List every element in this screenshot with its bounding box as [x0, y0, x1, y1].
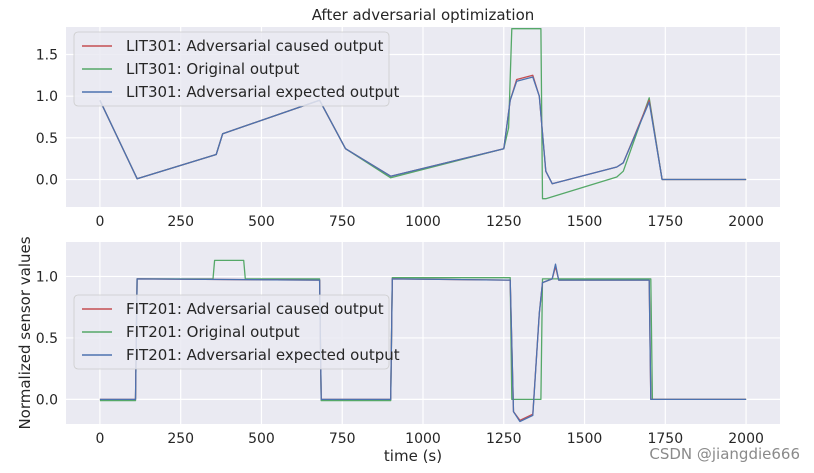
y-tick-label: 0.0 [36, 392, 58, 408]
y-axis-label: Normalized sensor values [16, 236, 34, 429]
legend-box [73, 31, 390, 107]
x-tick-label: 0 [95, 431, 104, 447]
y-tick-label: 1.0 [36, 89, 58, 105]
y-tick-label: 1.5 [36, 48, 58, 64]
legend-box [73, 294, 390, 370]
x-tick-label: 750 [329, 431, 356, 447]
x-tick-label: 2000 [728, 214, 764, 230]
y-tick-label: 0.5 [36, 331, 58, 347]
x-tick-label: 0 [95, 214, 104, 230]
legend-label: FIT201: Adversarial expected output [126, 346, 400, 364]
y-tick-label: 0.0 [36, 173, 58, 189]
chart-title: After adversarial optimization [312, 6, 535, 24]
legend-label: FIT201: Adversarial caused output [126, 300, 384, 318]
x-tick-label: 500 [248, 431, 275, 447]
legend: LIT301: Adversarial caused output LIT301:… [73, 31, 399, 107]
legend-label: LIT301: Adversarial caused output [126, 37, 384, 55]
x-tick-label: 250 [167, 214, 194, 230]
legend-label: LIT301: Original output [126, 60, 299, 78]
x-tick-label: 1250 [486, 214, 522, 230]
x-axis-label: time (s) [384, 447, 442, 465]
legend-label: FIT201: Original output [126, 323, 300, 341]
x-tick-label: 1250 [486, 431, 522, 447]
x-tick-label: 1000 [405, 214, 441, 230]
x-tick-label: 1750 [647, 431, 683, 447]
x-tick-label: 2000 [728, 431, 764, 447]
series-line-3 [99, 76, 747, 185]
x-tick-label: 250 [167, 431, 194, 447]
y-tick-label: 0.5 [36, 131, 58, 147]
chart-panel-2: 0 250 500 750 1000 1250 1500 1750 2000 0.0 0.5 1.0 t… [16, 236, 780, 465]
x-tick-label: 1000 [405, 431, 441, 447]
x-tick-label: 1500 [567, 431, 603, 447]
series-line-3 [99, 263, 747, 423]
x-tick-label: 1750 [647, 214, 683, 230]
legend-label: LIT301: Adversarial expected output [126, 83, 399, 101]
chart-panel-1: 0 250 500 750 1000 1250 1500 1750 2000 0.0 0.5 1.0 1… [36, 6, 780, 230]
legend: FIT201: Adversarial caused output FIT201:… [73, 294, 400, 370]
watermark: CSDN @jiangdie666 [649, 445, 800, 463]
x-tick-label: 1500 [567, 214, 603, 230]
x-tick-label: 750 [329, 214, 356, 230]
x-tick-label: 500 [248, 214, 275, 230]
y-tick-label: 1.0 [36, 269, 58, 285]
